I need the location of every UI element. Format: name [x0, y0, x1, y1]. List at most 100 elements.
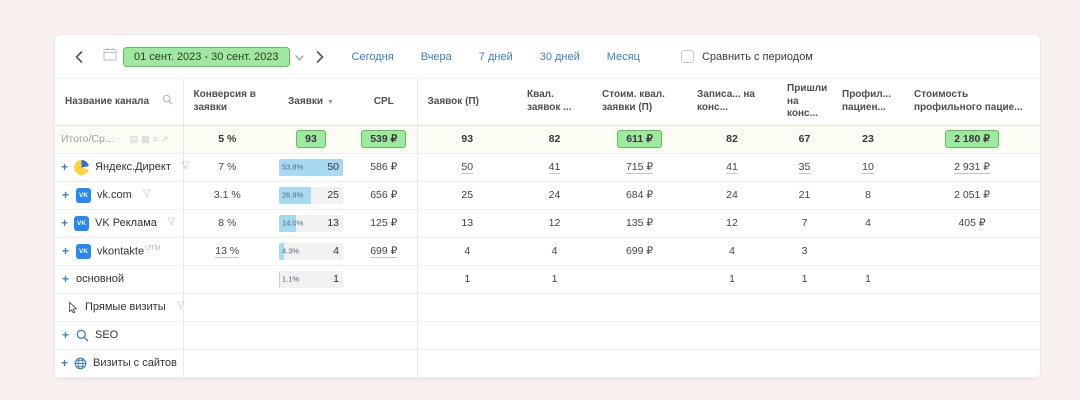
table-row[interactable]: + VK vk.com 3.1 % 26.9% 25 656 ₽ 25 24 684 ₽ 24 21 8… — [55, 181, 1040, 210]
cell-value: 23 — [862, 133, 874, 145]
expand-button[interactable]: + — [61, 328, 69, 342]
table-row[interactable]: + SEO — [55, 321, 1040, 350]
column-header-2[interactable]: Заявки ▼ — [271, 79, 351, 126]
share-bar: 53.8% 50 — [279, 158, 343, 176]
date-range-picker[interactable]: 01 сент. 2023 - 30 сент. 2023 — [123, 46, 290, 67]
table-row[interactable]: + VK VK Реклама 8 % 14.0% 13 125 ₽ 13 12 135 ₽ 12 7… — [55, 209, 1040, 238]
drilldown-link[interactable]: 35 — [798, 161, 811, 174]
vk-icon: VK — [76, 243, 91, 259]
drilldown-link[interactable]: 41 — [548, 161, 561, 174]
quick-link-4[interactable]: Месяц — [606, 50, 640, 63]
totals-tools-icons[interactable]: ▤▦≡↗ — [129, 133, 172, 144]
channel-name-cell[interactable]: + Яндекс.Директ — [55, 153, 190, 182]
share-bar: 4.3% 4 — [279, 242, 343, 260]
table-row[interactable]: + VK vkontakteUTM 13 % 4.3% 4 699 ₽ 4 4 699 ₽ 4 3 — [55, 237, 1040, 266]
table-row[interactable]: Прямые визиты — [55, 293, 1040, 322]
table-row[interactable]: + Визиты с сайтов — [55, 349, 1040, 378]
channel-name-cell[interactable]: + Визиты с сайтов — [55, 349, 184, 378]
column-header-6[interactable]: Стоим. квал. заявки (П) — [592, 79, 687, 126]
expand-button[interactable]: + — [61, 160, 69, 174]
quick-link-0[interactable]: Сегодня — [351, 50, 394, 63]
column-header-1[interactable]: Конверсия в заявки — [183, 79, 271, 126]
vk-icon: VK — [74, 215, 90, 231]
next-period-button[interactable] — [310, 49, 330, 65]
date-toolbar: 01 сент. 2023 - 30 сент. 2023 Сегодня Вче… — [55, 35, 1040, 79]
expand-button[interactable]: + — [61, 356, 69, 370]
quick-link-2[interactable]: 7 дней — [478, 50, 513, 63]
chevron-down-icon[interactable] — [294, 48, 304, 66]
compare-with-period: Сравнить с периодом — [680, 50, 813, 63]
table-header-row: Название канала Конверсия в заявки Заявки ▼… — [55, 79, 1040, 126]
cell-value: 7 % — [218, 161, 237, 173]
calendar-icon — [103, 47, 117, 66]
channel-name-cell[interactable]: + VK VK Реклама — [55, 209, 184, 238]
expand-button[interactable]: + — [61, 188, 69, 202]
channel-name[interactable]: VK Реклама — [95, 217, 157, 229]
drilldown-link[interactable]: 13 % — [215, 245, 240, 258]
column-header-5[interactable]: Квал. заявок ... — [517, 79, 592, 126]
drilldown-link[interactable]: 41 — [726, 161, 738, 174]
cell-value: 4 — [464, 245, 471, 257]
yandex-direct-icon — [74, 159, 90, 175]
cell-value: 24 — [548, 189, 561, 201]
cell-value: 1 — [464, 273, 471, 285]
cell-value: 2 051 ₽ — [954, 189, 990, 201]
cell-value: 12 — [726, 217, 738, 229]
globe-icon — [74, 357, 87, 370]
drilldown-link[interactable]: 699 ₽ — [370, 245, 398, 258]
compare-checkbox[interactable] — [680, 50, 694, 63]
share-bar: 1.1% 1 — [279, 270, 343, 288]
cell-value: 8 % — [218, 217, 237, 229]
channel-name[interactable]: основной — [76, 273, 124, 285]
cell-value: 1 — [865, 273, 871, 285]
channel-name[interactable]: SEO — [95, 329, 119, 341]
share-bar: 26.9% 25 — [279, 186, 343, 204]
drilldown-link[interactable]: 50 — [461, 161, 474, 174]
cell-value: 21 — [798, 189, 811, 201]
column-header-4[interactable]: Заявок (П) — [417, 79, 517, 126]
channel-name-cell[interactable]: + основной — [55, 265, 184, 294]
cell-value: 4 — [551, 245, 558, 257]
drilldown-link[interactable]: 10 — [862, 161, 874, 174]
channel-name[interactable]: vkontakteUTM — [97, 244, 161, 258]
expand-button[interactable]: + — [61, 244, 69, 258]
column-header-10[interactable]: Стоимость профильного пацие... — [904, 79, 1040, 126]
drilldown-link[interactable]: 715 ₽ — [625, 161, 654, 174]
cell-value: 13 — [461, 217, 474, 229]
cell-value: 1 — [729, 273, 735, 285]
channel-name[interactable]: Прямые визиты — [85, 301, 166, 313]
channel-name[interactable]: Визиты с сайтов — [93, 357, 177, 369]
drilldown-link[interactable]: 2 931 ₽ — [954, 161, 990, 174]
table-row[interactable]: + основной 1.1% 1 1 1 1 1 1 — [55, 265, 1040, 294]
cell-value: 405 ₽ — [958, 217, 986, 229]
cell-value: 684 ₽ — [625, 189, 654, 201]
totals-name-cell: Итого/Ср... ▤▦≡↗ — [55, 125, 184, 154]
channel-name-cell[interactable]: Прямые визиты — [55, 293, 185, 322]
cell-value: 135 ₽ — [625, 217, 654, 229]
channel-name-cell[interactable]: + SEO — [55, 321, 184, 350]
column-header-3[interactable]: CPL — [351, 79, 418, 126]
cell-value: 125 ₽ — [370, 217, 398, 229]
search-icon[interactable] — [162, 94, 173, 110]
quick-link-1[interactable]: Вчера — [420, 50, 452, 63]
column-header-8[interactable]: Пришли на конс... — [777, 79, 832, 126]
column-header-7[interactable]: Записа... на конс... — [687, 79, 777, 126]
filter-icon — [175, 301, 185, 313]
cell-value: 656 ₽ — [370, 189, 398, 201]
channel-name[interactable]: vk.com — [97, 189, 132, 201]
column-header-9[interactable]: Профил... пациен... — [832, 79, 904, 126]
quick-link-3[interactable]: 30 дней — [539, 50, 580, 63]
filter-icon — [166, 217, 176, 229]
expand-button[interactable]: + — [61, 272, 69, 286]
cell-value: 1 — [801, 273, 808, 285]
channel-suffix: UTM — [145, 244, 161, 252]
channels-table: Название канала Конверсия в заявки Заявки ▼… — [55, 79, 1040, 378]
channel-name-cell[interactable]: + VK vk.com — [55, 181, 184, 210]
column-header-0[interactable]: Название канала — [55, 79, 184, 126]
cell-value: 4 — [865, 217, 871, 229]
table-row[interactable]: + Яндекс.Директ 7 % 53.8% 50 586 ₽ 50 41 715 ₽ 41… — [55, 153, 1040, 182]
prev-period-button[interactable] — [69, 49, 89, 65]
channel-name-cell[interactable]: + VK vkontakteUTM — [55, 237, 184, 266]
expand-button[interactable]: + — [61, 216, 69, 230]
channel-name[interactable]: Яндекс.Директ — [95, 161, 171, 173]
